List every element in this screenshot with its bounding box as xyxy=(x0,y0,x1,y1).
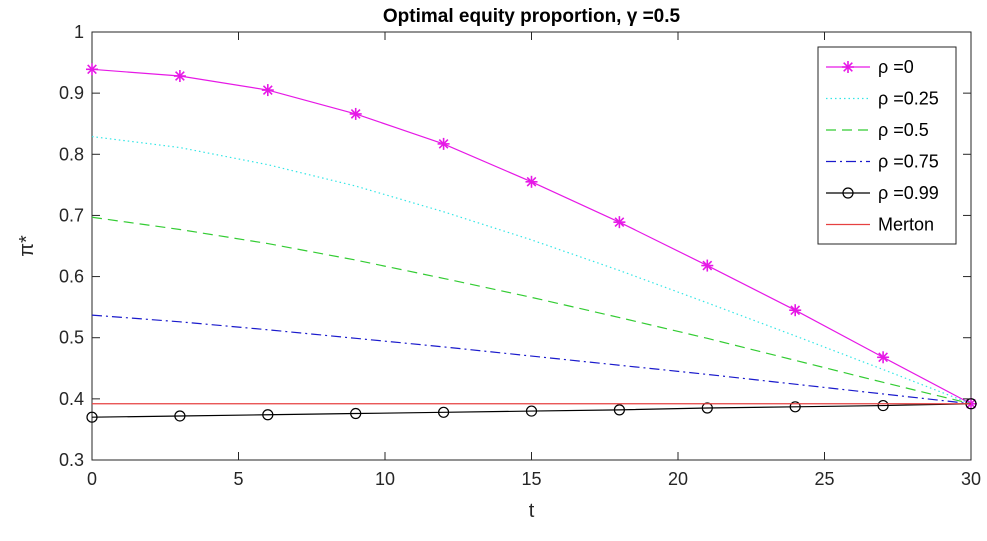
y-tick-label: 0.6 xyxy=(59,267,84,287)
data-point-asterisk xyxy=(789,304,802,317)
x-tick-label: 0 xyxy=(87,469,97,489)
legend-item: ρ =0 xyxy=(826,57,914,77)
legend-item: ρ =0.99 xyxy=(826,183,939,203)
data-point-circle xyxy=(525,405,538,417)
data-point-circle xyxy=(438,406,450,418)
legend-label: ρ =0.75 xyxy=(878,152,939,172)
data-point-asterisk xyxy=(525,175,538,188)
x-tick-label: 25 xyxy=(814,469,834,489)
data-point-circle xyxy=(86,411,98,423)
data-point-circle xyxy=(877,399,889,412)
x-axis-label: t xyxy=(529,500,535,522)
data-point-asterisk xyxy=(261,84,274,97)
y-tick-label: 1 xyxy=(74,22,84,42)
x-tick-label: 15 xyxy=(521,469,541,489)
legend: ρ =0 ρ =0.25 ρ =0.5 ρ =0.75 ρ =0.99 Merton xyxy=(817,46,957,245)
series-line xyxy=(91,403,972,418)
legend-label: ρ =0.25 xyxy=(878,89,939,109)
y-axis-label: π* xyxy=(16,235,38,257)
axes-layer: 0 5 10 15 20 25 30 0.3 0.4 0.5 0.6 0.7 0.8 0.9 1 xyxy=(59,22,981,489)
y-tick-label: 0.4 xyxy=(59,389,84,409)
data-point-circle xyxy=(789,401,801,413)
legend-box xyxy=(817,46,957,245)
series-2 xyxy=(91,216,972,405)
series-0 xyxy=(86,63,977,410)
data-point-circle xyxy=(262,409,274,421)
data-point-asterisk xyxy=(349,107,362,120)
legend-item: Merton xyxy=(826,215,934,235)
series-line xyxy=(91,216,972,405)
legend-label: ρ =0.99 xyxy=(878,183,939,203)
series-3 xyxy=(91,314,972,405)
data-point-asterisk xyxy=(877,351,890,364)
x-tick-label: 30 xyxy=(961,469,981,489)
data-point-asterisk xyxy=(613,216,626,229)
x-tick-label: 10 xyxy=(375,469,395,489)
legend-label: Merton xyxy=(878,215,934,235)
series-line xyxy=(91,314,972,405)
y-tick-label: 0.9 xyxy=(59,83,84,103)
data-point-asterisk xyxy=(701,259,714,272)
y-tick-label: 0.7 xyxy=(59,205,84,225)
y-axis-label-text: π* xyxy=(16,235,38,257)
legend-label: ρ =0.5 xyxy=(878,120,929,140)
x-tick-label: 20 xyxy=(668,469,688,489)
data-point-asterisk xyxy=(173,70,186,83)
data-point-asterisk xyxy=(842,61,854,73)
y-tick-label: 0.5 xyxy=(59,328,84,348)
chart-title: Optimal equity proportion, γ =0.5 xyxy=(383,6,681,27)
y-tick-label: 0.3 xyxy=(59,450,84,470)
legend-item: ρ =0.75 xyxy=(826,152,939,172)
series-layer xyxy=(86,63,977,423)
data-point-asterisk xyxy=(86,63,98,76)
legend-label: ρ =0 xyxy=(878,57,914,77)
legend-item: ρ =0.5 xyxy=(826,120,929,140)
legend-item: ρ =0.25 xyxy=(826,89,939,109)
data-point-circle xyxy=(350,407,362,420)
data-point-circle xyxy=(842,187,854,199)
x-tick-label: 5 xyxy=(233,469,243,489)
y-tick-label: 0.8 xyxy=(59,144,84,164)
data-point-asterisk xyxy=(437,137,450,150)
data-point-circle xyxy=(613,404,626,416)
data-point-circle xyxy=(701,402,713,414)
data-point-circle xyxy=(174,410,186,422)
